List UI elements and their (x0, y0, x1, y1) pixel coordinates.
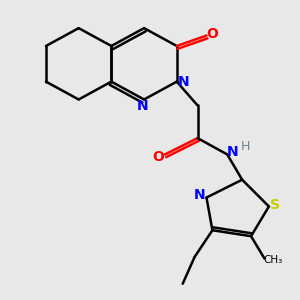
Text: O: O (206, 27, 218, 41)
Text: S: S (270, 198, 280, 212)
Text: N: N (178, 75, 189, 88)
Text: H: H (240, 140, 250, 153)
Text: CH₃: CH₃ (264, 255, 283, 265)
Text: N: N (194, 188, 206, 202)
Text: O: O (152, 150, 164, 164)
Text: N: N (137, 99, 148, 113)
Text: N: N (227, 145, 239, 159)
